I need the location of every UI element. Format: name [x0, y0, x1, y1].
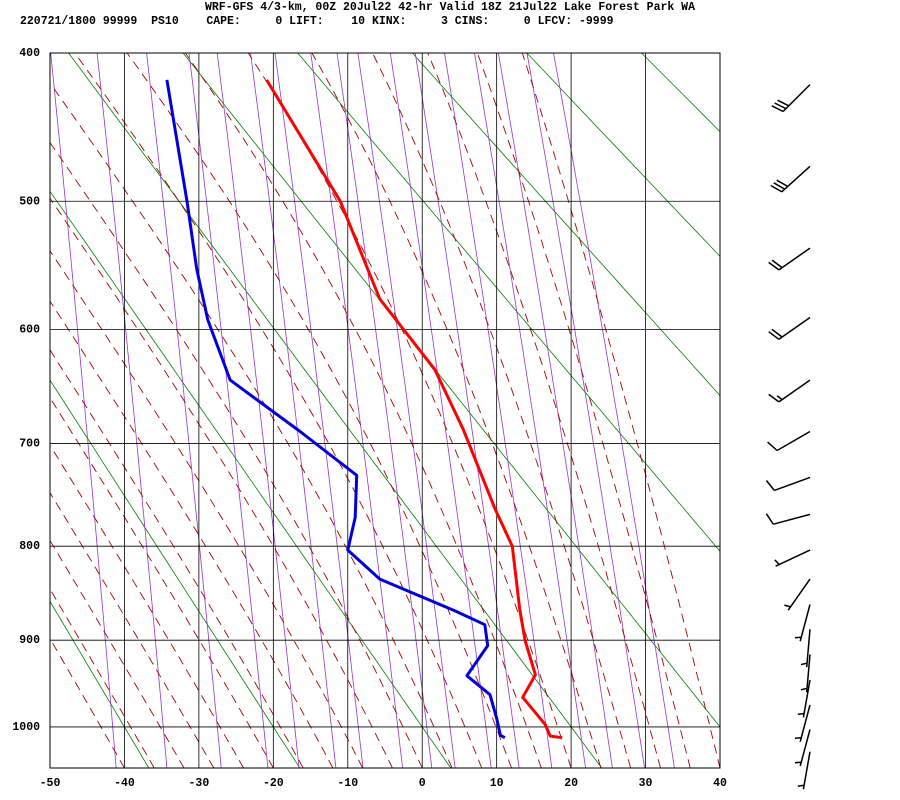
- y-tick-label: 400: [19, 47, 40, 60]
- wind-barb: [768, 247, 811, 271]
- wind-barb: [768, 379, 811, 403]
- moist-adiabat: [185, 53, 542, 768]
- wind-barb: [771, 84, 811, 113]
- x-tick-label: 10: [490, 777, 504, 790]
- mixing-ratio-line: [96, 53, 168, 768]
- wind-barb: [794, 704, 811, 742]
- moist-adiabat: [50, 397, 274, 768]
- moist-adiabat: [74, 53, 483, 768]
- moist-adiabat: [311, 53, 602, 768]
- y-tick-label: 900: [19, 634, 40, 647]
- dry-adiabat: [641, 53, 720, 133]
- x-tick-label: 20: [564, 777, 578, 790]
- wind-barb: [765, 513, 811, 525]
- plot-frame: [49, 52, 721, 769]
- dry-adiabat: [297, 53, 720, 552]
- moist-adiabat: [50, 349, 304, 768]
- mixing-ratio-line: [336, 53, 433, 768]
- moist-adiabat: [50, 539, 185, 768]
- x-tick-label: -10: [337, 777, 358, 790]
- wind-barb: [774, 549, 811, 567]
- x-tick-label: -30: [189, 777, 210, 790]
- moist-adiabat: [50, 444, 244, 768]
- dry-adiabat: [50, 190, 452, 768]
- moist-adiabat: [427, 53, 661, 768]
- profile-line: [165, 79, 506, 740]
- chart-subtitle: 220721/1800 99999 PS10 CAPE: 0 LIFT: 10 …: [20, 15, 614, 28]
- dry-adiabat: [756, 53, 900, 768]
- dry-adiabat: [50, 600, 150, 768]
- dry-adiabat: [526, 53, 720, 257]
- mixing-ratio-line: [414, 53, 520, 768]
- wind-barb: [794, 729, 811, 767]
- x-tick-label: 30: [639, 777, 653, 790]
- moist-adiabat: [50, 588, 155, 768]
- x-tick-label: -40: [114, 777, 135, 790]
- wind-barb: [800, 654, 811, 693]
- dry-adiabat: [50, 379, 301, 768]
- wind-barb: [797, 751, 811, 790]
- mixing-ratio-line: [498, 53, 613, 768]
- background-lines: [50, 53, 900, 768]
- mixing-ratio-line: [146, 53, 222, 768]
- moist-adiabat: [50, 141, 423, 768]
- mixing-ratio-line: [50, 53, 117, 768]
- wind-barb: [797, 679, 811, 718]
- mixing-ratio-line: [188, 53, 269, 768]
- x-tick-label: 40: [713, 777, 727, 790]
- dry-adiabat: [412, 53, 720, 397]
- y-tick-label: 1000: [12, 721, 40, 734]
- wind-barb: [800, 629, 811, 668]
- moist-adiabat: [50, 197, 393, 768]
- moist-adiabat: [50, 300, 334, 768]
- moist-adiabat: [50, 491, 215, 768]
- y-tick-label: 500: [19, 195, 40, 208]
- wind-barb: [765, 476, 811, 492]
- x-tick-label: 0: [419, 777, 426, 790]
- chart-title: WRF-GFS 4/3-km, 00Z 20Jul22 42-hr Valid …: [205, 1, 695, 14]
- profile-line: [265, 79, 563, 740]
- mixing-ratio-line: [274, 53, 364, 768]
- x-tick-label: -20: [263, 777, 284, 790]
- wind-barb: [768, 316, 811, 340]
- moist-adiabat: [247, 53, 572, 768]
- wind-barbs: [765, 84, 811, 790]
- profiles: [165, 79, 563, 740]
- dry-adiabat: [182, 53, 720, 728]
- dry-adiabat: [871, 53, 900, 768]
- y-tick-label: 800: [19, 540, 40, 553]
- wind-barb: [770, 165, 811, 193]
- wind-barb: [794, 604, 811, 642]
- mixing-ratio-line: [389, 53, 492, 768]
- y-tick-label: 700: [19, 437, 40, 450]
- mixing-ratio-line: [310, 53, 404, 768]
- mixing-ratio-line: [444, 53, 553, 768]
- moist-adiabat: [521, 53, 720, 768]
- moist-adiabat: [372, 53, 632, 768]
- mixing-ratio-line: [526, 53, 645, 768]
- wind-barb: [767, 430, 811, 452]
- moist-adiabat: [476, 53, 691, 768]
- mixing-ratio-line: [250, 53, 337, 768]
- y-tick-label: 600: [19, 324, 40, 337]
- moist-adiabat: [50, 82, 453, 768]
- dry-adiabat: [68, 53, 603, 768]
- mixing-ratio-line: [553, 53, 675, 768]
- wind-barb: [784, 578, 811, 611]
- grid: -50 -40 -30 -20 -10 0 10 20 30 40 400 500 600 700 800 9…: [12, 47, 727, 790]
- mixing-ratio-line: [216, 53, 300, 768]
- x-tick-label: -50: [40, 777, 61, 790]
- moist-adiabat: [126, 53, 513, 768]
